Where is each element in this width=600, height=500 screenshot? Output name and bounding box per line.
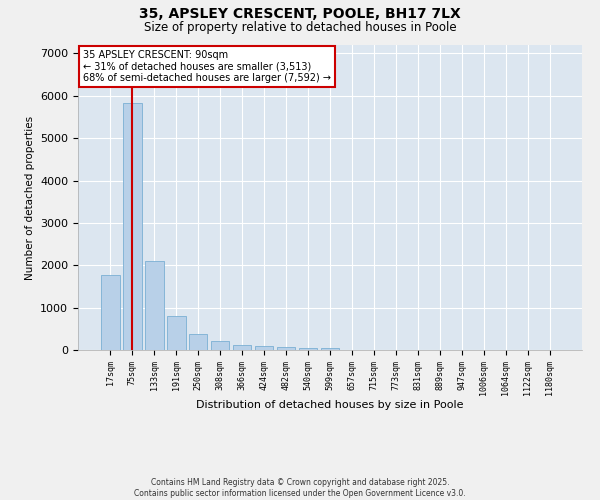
Text: 35 APSLEY CRESCENT: 90sqm
← 31% of detached houses are smaller (3,513)
68% of se: 35 APSLEY CRESCENT: 90sqm ← 31% of detac… [83, 50, 331, 83]
Bar [101, 274, 119, 350]
X-axis label: Distribution of detached houses by size in Poole: Distribution of detached houses by size … [196, 400, 464, 410]
Bar [299, 348, 317, 350]
Text: Size of property relative to detached houses in Poole: Size of property relative to detached ho… [143, 21, 457, 34]
Bar [233, 345, 251, 350]
Bar [320, 348, 340, 350]
Bar [211, 341, 229, 350]
Bar [123, 104, 142, 350]
Bar [145, 262, 164, 350]
Text: Contains HM Land Registry data © Crown copyright and database right 2025.
Contai: Contains HM Land Registry data © Crown c… [134, 478, 466, 498]
Text: 35, APSLEY CRESCENT, POOLE, BH17 7LX: 35, APSLEY CRESCENT, POOLE, BH17 7LX [139, 8, 461, 22]
Bar [167, 316, 185, 350]
Bar [189, 334, 208, 350]
Y-axis label: Number of detached properties: Number of detached properties [25, 116, 35, 280]
Bar [277, 346, 295, 350]
Bar [255, 346, 274, 350]
